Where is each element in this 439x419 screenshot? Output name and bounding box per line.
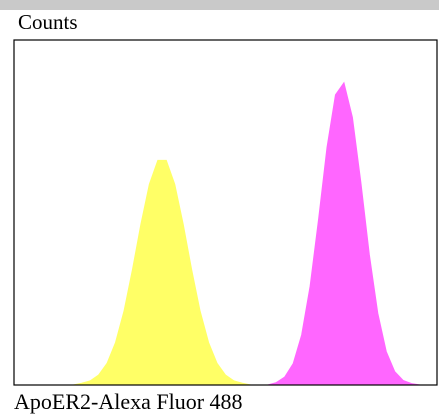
y-axis-label: Counts — [18, 10, 78, 34]
plot-frame — [13, 39, 438, 386]
top-strip — [0, 0, 439, 10]
histogram-area — [14, 81, 437, 386]
x-axis-label: ApoER2-Alexa Fluor 488 — [14, 389, 243, 414]
